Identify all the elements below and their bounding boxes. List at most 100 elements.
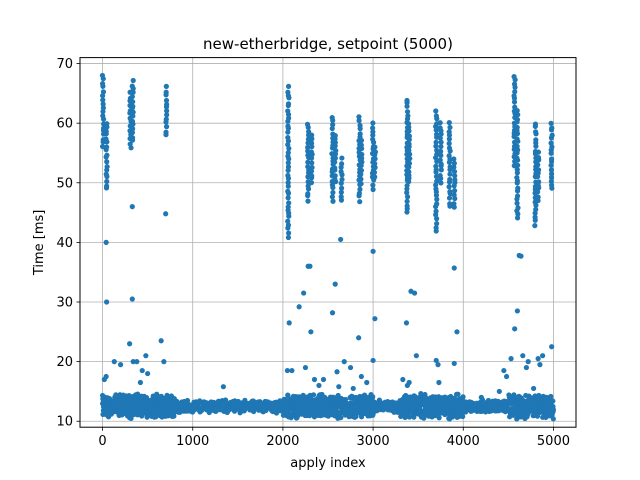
- data-point: [137, 379, 144, 386]
- data-point: [535, 356, 541, 362]
- data-point: [536, 179, 542, 185]
- data-point: [404, 97, 410, 104]
- data-point: [535, 167, 542, 173]
- data-point: [339, 155, 345, 161]
- data-point: [338, 236, 344, 243]
- data-point: [501, 367, 507, 374]
- data-point: [514, 143, 520, 149]
- data-point: [163, 211, 169, 217]
- data-point: [514, 107, 520, 114]
- data-point: [309, 173, 315, 179]
- x-tick-label: 4000: [447, 434, 480, 449]
- data-point: [478, 394, 484, 400]
- data-point: [339, 185, 345, 191]
- data-point: [129, 83, 135, 89]
- data-point: [511, 74, 517, 80]
- data-point: [433, 357, 439, 364]
- data-point: [460, 413, 466, 420]
- data-point: [433, 225, 439, 231]
- data-point: [129, 129, 136, 136]
- data-point: [305, 159, 311, 165]
- data-point: [532, 121, 539, 127]
- data-point: [404, 103, 410, 109]
- data-point: [404, 182, 410, 189]
- data-point: [356, 190, 362, 196]
- data-point: [330, 122, 336, 128]
- data-point: [117, 362, 124, 368]
- data-point: [437, 120, 443, 126]
- data-point: [404, 190, 410, 196]
- data-point: [286, 115, 292, 121]
- data-point: [129, 94, 135, 100]
- data-point: [330, 198, 336, 204]
- data-point: [372, 144, 378, 150]
- data-point: [358, 181, 364, 187]
- data-point: [447, 189, 453, 195]
- data-point: [406, 141, 412, 147]
- data-point: [406, 379, 412, 386]
- data-point: [404, 109, 411, 115]
- data-point: [537, 362, 543, 368]
- data-point: [104, 152, 110, 158]
- data-point: [540, 353, 546, 359]
- axis-ticks: 0 1000 2000 3000 4000 5000 10 20 30 40 50 60 70: [56, 57, 570, 449]
- data-point: [285, 195, 291, 201]
- data-point: [520, 353, 526, 359]
- data-point: [370, 248, 376, 254]
- data-point: [305, 144, 311, 151]
- data-point: [411, 290, 418, 296]
- data-point: [447, 124, 453, 131]
- data-point: [436, 379, 442, 386]
- data-point: [308, 149, 314, 155]
- data-point: [332, 173, 338, 179]
- data-point: [406, 147, 412, 153]
- data-point: [514, 200, 520, 206]
- data-point: [400, 376, 406, 383]
- data-point: [320, 376, 327, 383]
- data-point: [341, 359, 347, 365]
- data-point: [104, 159, 110, 165]
- data-point: [285, 101, 292, 107]
- data-point: [434, 220, 440, 227]
- data-point: [548, 171, 555, 177]
- data-point: [514, 174, 520, 181]
- data-point: [338, 189, 344, 195]
- data-point: [273, 410, 280, 416]
- data-point: [103, 373, 109, 380]
- data-point: [447, 201, 453, 207]
- data-point: [411, 414, 417, 420]
- data-point: [371, 169, 378, 176]
- data-point: [446, 195, 453, 201]
- data-point: [163, 129, 169, 135]
- data-point: [514, 155, 520, 161]
- data-point: [452, 188, 458, 194]
- data-point: [164, 112, 170, 118]
- y-tick-label: 30: [56, 296, 73, 311]
- data-point: [514, 215, 521, 221]
- data-point: [285, 183, 291, 189]
- data-point: [372, 316, 378, 322]
- data-point: [339, 161, 345, 167]
- data-point: [406, 169, 412, 175]
- data-point: [433, 208, 439, 214]
- data-point: [438, 148, 444, 154]
- data-point: [285, 188, 291, 194]
- data-point: [99, 81, 106, 87]
- data-point: [438, 167, 444, 173]
- data-point: [163, 89, 169, 95]
- data-point: [548, 162, 554, 168]
- data-point: [332, 165, 338, 171]
- data-point: [406, 160, 413, 166]
- data-point: [316, 382, 322, 389]
- data-point: [370, 120, 376, 126]
- data-point: [285, 108, 291, 114]
- data-point: [104, 164, 110, 170]
- data-point: [359, 151, 365, 158]
- data-point: [357, 131, 363, 137]
- data-point: [358, 373, 364, 380]
- data-point: [305, 164, 311, 170]
- data-point: [103, 239, 109, 245]
- data-point: [356, 335, 362, 341]
- data-point: [329, 114, 335, 121]
- data-point: [100, 113, 106, 119]
